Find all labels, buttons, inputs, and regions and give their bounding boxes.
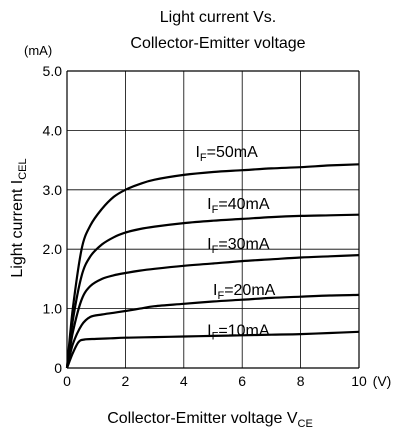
x-tick-label: 6 (238, 373, 246, 389)
series-label-rest: =50mA (207, 144, 258, 161)
grid (66, 70, 360, 369)
y-axis-label-subscript: CEL (17, 158, 29, 179)
series-label-subscript: F (217, 290, 224, 302)
x-axis-label: Collector-Emitter voltage VCE (107, 410, 313, 430)
series-label-main: I (195, 144, 199, 161)
x-tick-label: 2 (122, 373, 130, 389)
y-tick-label: 2.0 (43, 241, 63, 257)
y-axis-label: Light current ICEL (9, 158, 29, 277)
y-axis-label-main: Light current I (9, 180, 26, 278)
series-label: IF=40mA (207, 196, 270, 216)
series-line (65, 254, 360, 369)
y-axis-unit: (mA) (24, 43, 52, 58)
series-label-main: I (213, 282, 217, 299)
chart-title-line2: Collector-Emitter voltage (130, 35, 305, 52)
series-line (65, 293, 360, 369)
series-label-subscript: F (212, 204, 219, 216)
series-label-subscript: F (200, 152, 207, 164)
x-tick-label: 10 (351, 373, 367, 389)
tick-labels: 0 2 4 6 8 10 0 1.0 2.0 3.0 4.0 5.0 (43, 63, 367, 389)
series-label: IF=10mA (207, 322, 270, 342)
series-label-subscript: F (212, 244, 219, 256)
series-label-rest: =30mA (218, 236, 269, 253)
y-tick-label: 0 (54, 360, 62, 376)
x-axis-unit: (V) (373, 373, 392, 389)
series-lines (65, 163, 360, 369)
series-line (65, 213, 360, 369)
x-tick-label: 4 (180, 373, 188, 389)
series-label: IF=50mA (195, 144, 258, 164)
series-label-main: I (207, 322, 211, 339)
series-label-main: I (207, 196, 211, 213)
series-line (65, 330, 360, 369)
y-tick-label: 5.0 (43, 63, 63, 79)
series-label-subscript: F (212, 330, 219, 342)
series-line (65, 163, 360, 369)
x-tick-label: 8 (297, 373, 305, 389)
x-axis-label-subscript: CE (298, 418, 313, 430)
x-tick-label: 0 (63, 373, 71, 389)
series-label: IF=20mA (213, 282, 276, 302)
y-tick-label: 4.0 (43, 122, 63, 138)
series-label: IF=30mA (207, 236, 270, 256)
chart-title-line1: Light current Vs. (160, 9, 277, 26)
y-tick-label: 3.0 (43, 182, 63, 198)
series-label-rest: =40mA (218, 196, 269, 213)
series-label-main: I (207, 236, 211, 253)
x-axis-label-main: Collector-Emitter voltage V (107, 410, 298, 427)
y-tick-label: 1.0 (43, 301, 63, 317)
series-label-rest: =20mA (224, 282, 275, 299)
series-label-rest: =10mA (218, 322, 269, 339)
